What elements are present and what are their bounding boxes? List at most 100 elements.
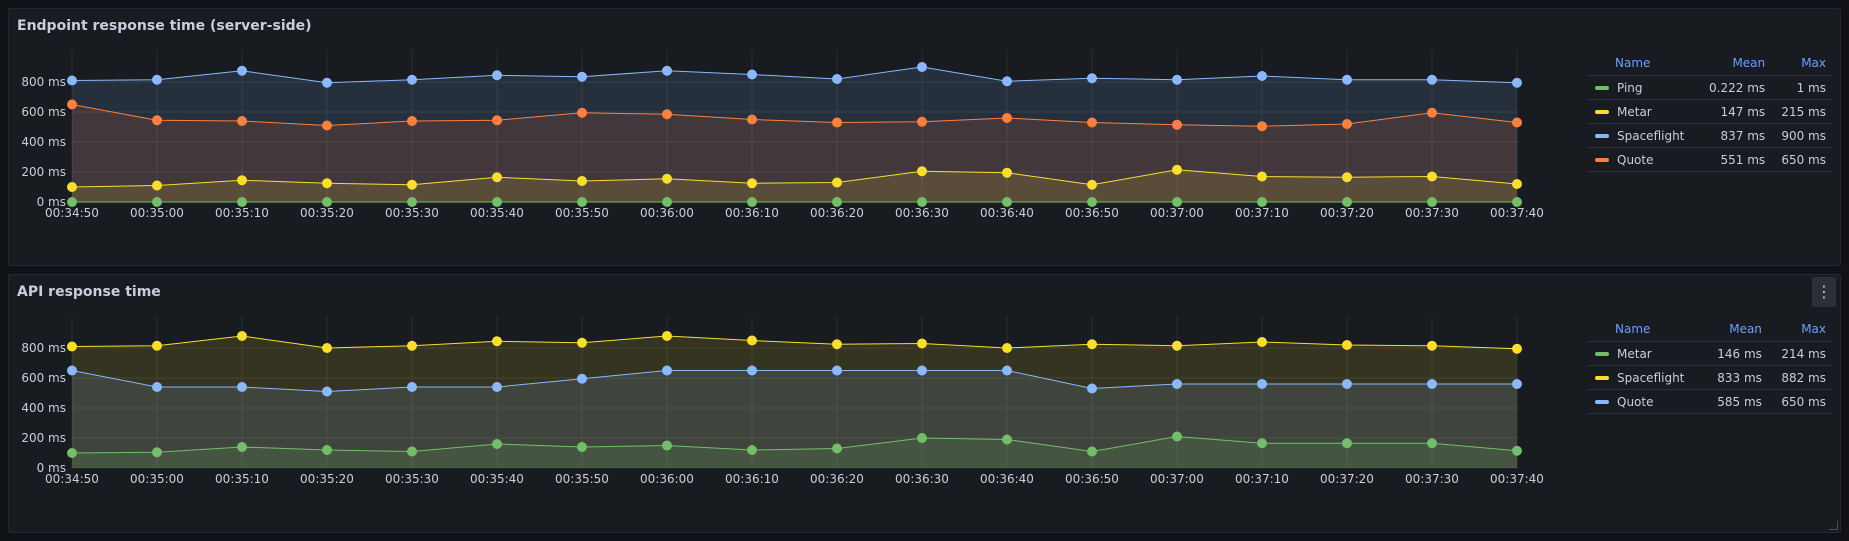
data-point bbox=[1512, 379, 1522, 389]
data-point bbox=[1427, 171, 1437, 182]
data-point bbox=[832, 177, 842, 188]
series-area bbox=[72, 169, 1517, 202]
x-tick-label: 00:35:30 bbox=[385, 472, 439, 486]
chart-api-response-time: 0 ms 200 ms 400 ms 600 ms 800 ms 00:34:50 00:3… bbox=[21, 316, 1544, 486]
x-tick-label: 00:35:20 bbox=[300, 472, 354, 486]
x-tick-label: 00:36:40 bbox=[980, 206, 1034, 220]
x-tick-label: 00:35:10 bbox=[215, 472, 269, 486]
data-point bbox=[832, 365, 842, 376]
data-point bbox=[832, 117, 842, 128]
data-point bbox=[1087, 339, 1097, 350]
data-point bbox=[67, 197, 77, 207]
data-point bbox=[322, 386, 332, 397]
resize-handle[interactable] bbox=[1829, 521, 1838, 530]
legend-header-mean[interactable]: Mean bbox=[1729, 322, 1762, 336]
data-point bbox=[322, 197, 332, 207]
legend-row-metar[interactable]: Metar 147 ms 215 ms bbox=[1587, 99, 1832, 124]
legend-row-metar[interactable]: Metar 146 ms 214 ms bbox=[1587, 341, 1832, 366]
data-point bbox=[917, 62, 927, 72]
data-point bbox=[407, 197, 417, 207]
panel-title[interactable]: Endpoint response time (server-side) bbox=[17, 18, 312, 34]
data-point bbox=[237, 382, 247, 392]
data-point bbox=[492, 70, 502, 81]
x-tick-label: 00:35:40 bbox=[470, 206, 524, 220]
legend-max: 1 ms bbox=[1771, 75, 1832, 100]
data-point bbox=[407, 446, 417, 457]
legend-header-name[interactable]: Name bbox=[1615, 56, 1651, 70]
legend: Name Mean Max Ping 0.222 ms 1 ms Metar 1… bbox=[1587, 51, 1832, 172]
data-point bbox=[407, 74, 417, 85]
legend-row-quote[interactable]: Quote 551 ms 650 ms bbox=[1587, 147, 1832, 172]
x-tick-label: 00:36:00 bbox=[640, 206, 694, 220]
data-point bbox=[832, 197, 842, 207]
y-tick-label: 800 ms bbox=[21, 341, 66, 355]
y-tick-label: 0 ms bbox=[37, 461, 66, 475]
data-point bbox=[1342, 197, 1352, 207]
data-point bbox=[747, 197, 757, 207]
series-line bbox=[71, 66, 1518, 84]
x-tick-label: 00:37:20 bbox=[1320, 472, 1374, 486]
legend-header-mean[interactable]: Mean bbox=[1732, 56, 1766, 70]
legend-mean: 146 ms bbox=[1703, 341, 1768, 366]
data-point bbox=[1512, 197, 1522, 207]
data-point bbox=[1172, 164, 1182, 175]
data-point bbox=[492, 172, 502, 183]
legend-series-name: Metar bbox=[1617, 104, 1652, 119]
x-tick-label: 00:36:50 bbox=[1065, 206, 1119, 220]
x-tick-label: 00:36:30 bbox=[895, 206, 949, 220]
data-point bbox=[237, 197, 247, 207]
panel-title[interactable]: API response time bbox=[17, 284, 161, 300]
legend-row-spaceflight[interactable]: Spaceflight 837 ms 900 ms bbox=[1587, 123, 1832, 148]
data-point bbox=[1257, 171, 1267, 182]
legend-mean: 147 ms bbox=[1698, 99, 1772, 124]
data-point bbox=[237, 65, 247, 76]
y-tick-label: 600 ms bbox=[21, 105, 66, 119]
series-area bbox=[72, 336, 1517, 468]
legend-row-quote[interactable]: Quote 585 ms 650 ms bbox=[1587, 389, 1832, 414]
data-point bbox=[1512, 179, 1522, 189]
data-point bbox=[662, 331, 672, 341]
x-tick-label: 00:37:30 bbox=[1405, 206, 1459, 220]
data-point bbox=[1087, 73, 1097, 84]
legend-max: 650 ms bbox=[1767, 389, 1832, 414]
series-swatch-icon bbox=[1595, 400, 1609, 404]
data-point bbox=[1342, 119, 1352, 129]
y-tick-label: 400 ms bbox=[21, 135, 66, 149]
x-tick-label: 00:35:00 bbox=[130, 472, 184, 486]
x-tick-label: 00:34:50 bbox=[45, 472, 99, 486]
legend-max: 650 ms bbox=[1771, 147, 1832, 172]
legend-row-ping[interactable]: Ping 0.222 ms 1 ms bbox=[1587, 75, 1832, 100]
data-point bbox=[237, 331, 247, 341]
x-tick-label: 00:36:00 bbox=[640, 472, 694, 486]
data-point bbox=[237, 442, 247, 452]
data-point bbox=[152, 340, 162, 351]
series-swatch-icon bbox=[1595, 86, 1609, 90]
series-area bbox=[72, 67, 1517, 202]
data-point bbox=[1257, 197, 1267, 207]
data-point bbox=[662, 197, 672, 207]
data-point bbox=[1087, 117, 1097, 128]
data-point bbox=[152, 180, 162, 191]
x-tick-label: 00:36:20 bbox=[810, 472, 864, 486]
legend-series-name: Metar bbox=[1617, 346, 1652, 361]
x-tick-label: 00:37:20 bbox=[1320, 206, 1374, 220]
legend-row-spaceflight[interactable]: Spaceflight 833 ms 882 ms bbox=[1587, 365, 1832, 390]
data-point bbox=[1257, 71, 1267, 81]
data-point bbox=[662, 365, 672, 376]
legend-header-name[interactable]: Name bbox=[1615, 322, 1651, 336]
series-line bbox=[71, 169, 1518, 188]
legend-header-max[interactable]: Max bbox=[1801, 56, 1826, 70]
data-point bbox=[1427, 379, 1437, 389]
data-point bbox=[67, 182, 77, 192]
data-point bbox=[1342, 438, 1352, 449]
legend-mean: 0.222 ms bbox=[1698, 75, 1772, 100]
data-point bbox=[1427, 107, 1437, 118]
data-point bbox=[1172, 197, 1182, 207]
kebab-menu-icon: ⋮ bbox=[1816, 282, 1832, 301]
y-tick-label: 800 ms bbox=[21, 75, 66, 89]
y-tick-label: 400 ms bbox=[21, 401, 66, 415]
legend-mean: 833 ms bbox=[1703, 365, 1768, 390]
data-point bbox=[1257, 337, 1267, 347]
legend-header-max[interactable]: Max bbox=[1801, 322, 1826, 336]
panel-menu-button[interactable]: ⋮ bbox=[1812, 277, 1836, 307]
